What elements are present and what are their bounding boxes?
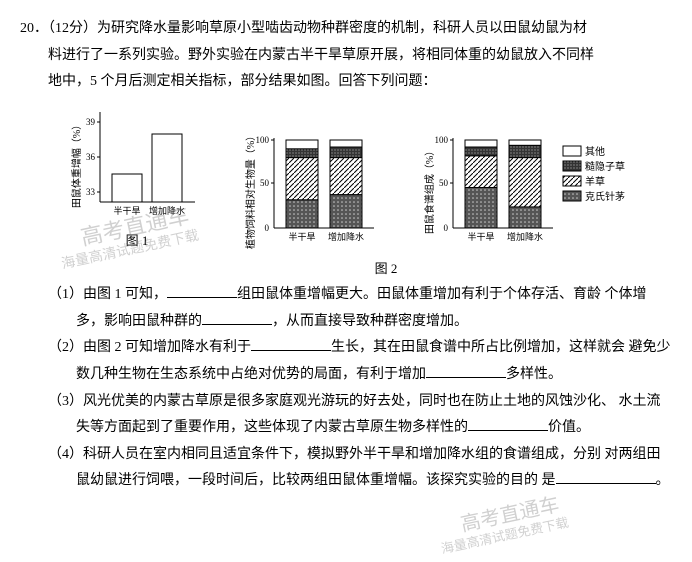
chart2a-cat-1: 半干旱: [288, 231, 315, 242]
chart1-ylabel: 田鼠体重增幅（%）: [70, 120, 83, 208]
svg-text:36: 36: [86, 152, 96, 162]
chart1-bar-2: [152, 134, 182, 202]
legend-item-2: 羊草: [585, 175, 605, 188]
svg-text:100: 100: [255, 135, 269, 145]
blank-3-1: [468, 416, 548, 431]
chart2a-cat-2: 增加降水: [327, 231, 363, 242]
intro-line1: 为研究降水量影响草原小型啮齿动物种群密度的机制，科研人员以田鼠幼鼠为材: [97, 21, 587, 36]
s2d: 多样性。: [506, 367, 562, 382]
svg-text:33: 33: [86, 187, 96, 197]
blank-1-1: [167, 283, 237, 298]
question-intro: 20．（12分）为研究降水量影响草原小型啮齿动物种群密度的机制，科研人员以田鼠幼…: [20, 16, 672, 43]
chart1-label: 图 1: [126, 229, 149, 254]
subq-2: （2）由图 2 可知增加降水有利于生长，其在田鼠食谱中所占比例增加，这样就会 避…: [48, 335, 672, 388]
s3c: 价值。: [548, 420, 590, 435]
s1a: （1）由图 1 可知，: [48, 287, 167, 302]
svg-text:50: 50: [439, 178, 449, 188]
subq-3: （3）风光优美的内蒙古草原是很多家庭观光游玩的好去处，同时也在防止土地的风蚀沙化…: [48, 389, 672, 442]
svg-text:39: 39: [86, 117, 96, 127]
chart2b-ylabel: 田鼠食谱组成（%）: [423, 146, 436, 234]
blank-4-1: [556, 469, 656, 484]
svg-text:0: 0: [264, 223, 269, 233]
watermark-2b: 海量高清试题免费下载: [439, 511, 571, 562]
s2b: 生长，其在田鼠食谱中所占比例增加，这样就会: [331, 340, 625, 355]
s4c: 是: [542, 473, 556, 488]
chart2a-bar-2: [330, 140, 362, 228]
s4a: （4）科研人员在室内相同且适宜条件下，模拟野外半干旱和增加降水组的食谱组成，分别: [48, 447, 601, 462]
chart2b-cat-1: 半干旱: [467, 231, 494, 242]
chart2a-ylabel: 植物饲料相对生物量（%）: [244, 131, 257, 249]
subq-4: （4）科研人员在室内相同且适宜条件下，模拟野外半干旱和增加降水组的食谱组成，分别…: [48, 442, 672, 495]
chart2-label: 图 2: [100, 257, 672, 282]
s2a: （2）由图 2 可知增加降水有利于: [48, 340, 251, 355]
s3a: （3）风光优美的内蒙古草原是很多家庭观光游玩的好去处，同时也在防止土地的风蚀沙化…: [48, 394, 615, 409]
chart1-cat-1: 半干旱: [113, 205, 140, 216]
blank-1-2: [202, 310, 272, 325]
chart2a: 植物饲料相对生物量（%） 0 50 100 半干旱 增加降水: [244, 128, 384, 253]
svg-text:0: 0: [443, 223, 448, 233]
svg-text:50: 50: [260, 178, 270, 188]
legend: 其他 糙隐子草 羊草 克氏针茅: [563, 145, 625, 203]
chart1: 田鼠体重增幅（%） 33 36 39 半干旱 增加降水: [70, 102, 205, 227]
legend-item-3: 克氏针茅: [585, 190, 625, 203]
question-points: （12分）: [48, 21, 97, 36]
chart2b-wrap: 田鼠食谱组成（%） 0 50 100 半干旱 增加降水: [423, 128, 653, 253]
s4d: 。: [656, 473, 670, 488]
legend-item-0: 其他: [585, 145, 605, 158]
chart2a-wrap: 植物饲料相对生物量（%） 0 50 100 半干旱 增加降水: [244, 128, 384, 253]
chart2b: 田鼠食谱组成（%） 0 50 100 半干旱 增加降水: [423, 128, 653, 253]
chart1-bar-1: [112, 174, 142, 202]
subq-1: （1）由图 1 可知，组田鼠体重增幅更大。田鼠体重增加有利于个体存活、育龄 个体…: [48, 282, 672, 335]
question-number: 20．: [20, 21, 48, 36]
legend-item-1: 糙隐子草: [585, 160, 625, 173]
svg-text:100: 100: [434, 135, 448, 145]
chart2a-bar-1: [286, 140, 318, 228]
intro-line3: 地中，5 个月后测定相关指标，部分结果如图。回答下列问题：: [48, 69, 672, 96]
chart2b-bar-2: [509, 140, 541, 228]
s1d: ，从而直接导致种群密度增加。: [272, 314, 468, 329]
chart2b-bar-1: [465, 140, 497, 228]
chart1-wrap: 田鼠体重增幅（%） 33 36 39 半干旱 增加降水 图 1: [70, 102, 205, 254]
chart2b-cat-2: 增加降水: [506, 231, 542, 242]
s1b: 组田鼠体重增幅更大。田鼠体重增加有利于个体存活、育龄: [237, 287, 601, 302]
blank-2-1: [251, 336, 331, 351]
charts-row: 田鼠体重增幅（%） 33 36 39 半干旱 增加降水 图 1 植物饲料相对生物…: [50, 102, 672, 254]
chart1-cat-2: 增加降水: [148, 205, 184, 216]
blank-2-2: [426, 363, 506, 378]
intro-line2: 料进行了一系列实验。野外实验在内蒙古半干旱草原开展，将相同体重的幼鼠放入不同样: [48, 43, 672, 70]
